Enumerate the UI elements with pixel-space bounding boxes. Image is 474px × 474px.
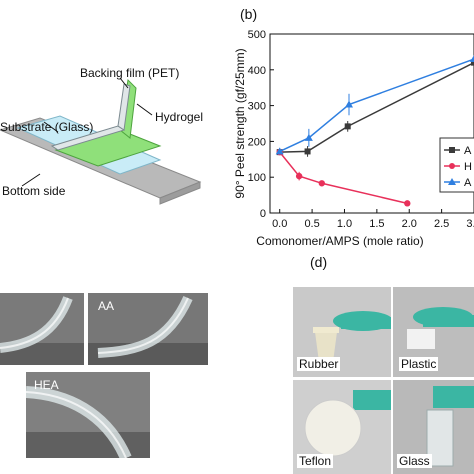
data-point (345, 100, 354, 108)
y-tick-label: 200 (248, 136, 266, 148)
x-tick-label: 0.5 (304, 218, 319, 230)
photo-hea: HEA (26, 372, 150, 458)
leader-bottom (21, 173, 41, 187)
series-line (279, 151, 408, 205)
series-line (279, 61, 474, 153)
data-point (470, 55, 474, 63)
leader-backing (119, 77, 129, 89)
legend-label: A (464, 145, 472, 157)
photo-label-aa: AA (98, 299, 115, 313)
photo-control (0, 293, 84, 365)
photo-plastic: Plastic (393, 287, 474, 377)
legend-label: H (464, 161, 472, 173)
series-line (279, 58, 474, 153)
leader-hydrogel (136, 103, 153, 116)
x-axis-label: Comonomer/AMPS (mole ratio) (256, 234, 423, 248)
photo-label-plastic: Plastic (399, 357, 439, 371)
photo-label-glass: Glass (397, 454, 432, 468)
legend-marker (449, 147, 455, 153)
photo-label-hea: HEA (34, 378, 59, 392)
x-tick-label: 2.5 (434, 218, 449, 230)
legend-marker (449, 163, 455, 169)
photo-label-teflon: Teflon (297, 454, 334, 468)
y-tick-label: 0 (260, 208, 266, 220)
label-hydrogel: Hydrogel (155, 110, 204, 124)
y-tick-label: 300 (248, 101, 266, 113)
x-tick-label: 1.5 (369, 218, 384, 230)
photo-label-rubber: Rubber (297, 357, 341, 371)
photo-teflon: Teflon (293, 380, 391, 474)
data-point (295, 172, 303, 180)
x-tick-label: 2.0 (402, 218, 417, 230)
data-point (404, 200, 411, 207)
y-tick-label: 100 (248, 172, 266, 184)
legend-label: A (464, 177, 472, 189)
data-point (304, 148, 311, 155)
peel-strength-chart: 0 100 200 300 400 500 0.0 0.5 1.0 1.5 2.0 2.5 3.0 Com… (233, 29, 474, 248)
photo-glass: Glass (393, 380, 474, 474)
legend-box (439, 137, 474, 193)
pet-film-vertical (117, 83, 131, 131)
panel-label-d: (d) (310, 254, 328, 270)
x-tick-label: 0.0 (272, 218, 287, 230)
label-backing-film: Backing film (PET) (80, 66, 180, 80)
x-tick-label: 3.0 (466, 218, 474, 230)
schematic-diagram (0, 77, 202, 205)
y-axis-label: 90° Peel strength (gf/25mm) (233, 48, 247, 198)
x-tick-label: 1.0 (337, 218, 352, 230)
photo-rubber: Rubber (293, 287, 391, 377)
panel-label-b: (b) (240, 6, 258, 22)
base-slab-side (159, 181, 201, 205)
data-point (344, 123, 351, 130)
y-tick-label: 400 (248, 65, 266, 77)
data-point (318, 180, 326, 187)
legend-marker (448, 178, 456, 185)
y-tick-label: 500 (248, 29, 266, 41)
label-substrate: Substrate (Glass) (0, 120, 94, 134)
photo-aa: AA (88, 293, 208, 365)
label-bottom-side: Bottom side (2, 184, 66, 198)
data-point (471, 59, 474, 66)
data-point (275, 147, 284, 155)
data-point (304, 133, 313, 141)
plot-frame (269, 33, 474, 214)
leader-substrate (43, 121, 59, 133)
